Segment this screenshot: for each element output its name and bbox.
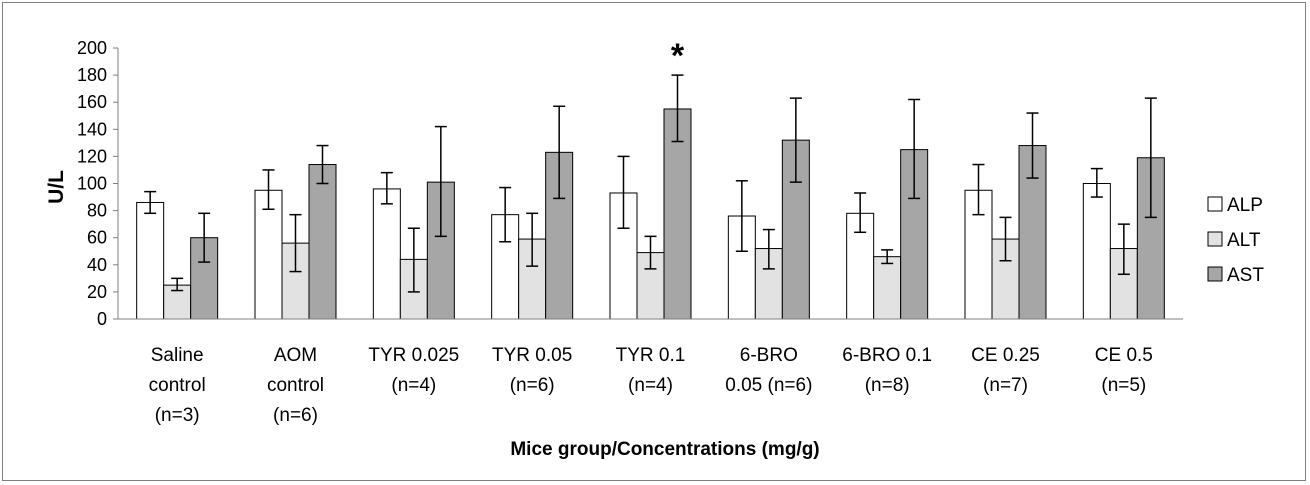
y-tick-label: 80	[87, 201, 107, 221]
error-bar-alt	[526, 212, 539, 267]
legend-swatch	[1207, 231, 1223, 247]
legend-entry-alt: ALT	[1207, 230, 1261, 251]
x-tick-label: 6-BRO 0.05 (n=6)	[725, 345, 812, 396]
y-tick-label: 140	[77, 119, 107, 139]
x-axis: Saline control (n=3) AOM control (n=6) TYR 0.0…	[118, 318, 1183, 426]
x-tick-label: TYR 0.05 (n=6)	[492, 345, 572, 396]
bars: *	[136, 37, 1165, 320]
error-bar-ast	[671, 74, 684, 143]
x-tick-label: 6-BRO 0.1 (n=8)	[842, 345, 932, 396]
error-bar-ast	[1026, 112, 1039, 179]
bar-alp	[372, 188, 401, 320]
error-bar-alt	[171, 277, 184, 292]
y-axis: 0 20 40 60 80 100 120 140 160 180 200	[77, 38, 119, 329]
error-bar-ast	[553, 105, 566, 200]
error-bar-alt	[644, 235, 657, 270]
legend: ALP ALT AST	[1207, 195, 1264, 286]
error-bar-ast	[198, 212, 211, 263]
error-bar-alp	[972, 163, 985, 216]
legend-swatch	[1207, 266, 1223, 282]
error-bar-ast	[908, 98, 921, 200]
error-bar-alt	[762, 228, 775, 270]
error-bar-alp	[144, 190, 157, 215]
y-tick-label: 180	[77, 65, 107, 85]
y-tick-label: 200	[77, 38, 107, 58]
x-axis-label: Mice group/Concentrations (mg/g)	[510, 439, 819, 460]
bar-ast	[308, 164, 337, 320]
error-bar-alp	[735, 180, 748, 252]
error-bar-alp	[499, 186, 512, 243]
y-tick-label: 160	[77, 92, 107, 112]
x-tick-label: TYR 0.025 (n=4)	[368, 345, 459, 396]
x-tick-label: CE 0.5 (n=5)	[1095, 345, 1153, 396]
legend-label: ALT	[1227, 230, 1261, 251]
y-tick-label: 0	[97, 309, 107, 329]
bar-alt	[873, 256, 902, 320]
bar-alp	[136, 201, 165, 320]
bar-alp	[1082, 183, 1111, 320]
x-tick-label: AOM control (n=6)	[267, 345, 324, 426]
error-bar-ast	[434, 125, 447, 238]
x-tick-label: CE 0.25 (n=7)	[971, 345, 1040, 396]
error-bar-alp	[1090, 167, 1103, 198]
error-bar-alt	[881, 249, 894, 265]
bar-chart: 0 20 40 60 80 100 120 140 160 180 200 * Saline cont…	[45, 37, 1264, 460]
error-bar-alt	[289, 213, 302, 273]
legend-entry-ast: AST	[1207, 265, 1264, 286]
y-tick-label: 60	[87, 228, 107, 248]
legend-label: ALP	[1227, 195, 1263, 216]
bar-ast	[663, 108, 692, 320]
legend-entry-alp: ALP	[1207, 195, 1263, 216]
significance-annotation: *	[671, 37, 685, 75]
y-tick-label: 40	[87, 255, 107, 275]
error-bar-alt	[407, 227, 420, 293]
y-axis-label: U/L	[45, 170, 68, 204]
error-bar-alp	[617, 155, 630, 229]
legend-swatch	[1207, 196, 1223, 212]
y-tick-label: 100	[77, 174, 107, 194]
error-bar-alp	[262, 169, 275, 210]
error-bar-alp	[380, 171, 393, 205]
y-tick-label: 20	[87, 282, 107, 302]
legend-label: AST	[1227, 265, 1264, 286]
error-bar-alt	[1117, 223, 1130, 276]
error-bars	[144, 74, 1157, 293]
error-bar-ast	[1144, 97, 1157, 219]
y-tick-label: 120	[77, 146, 107, 166]
error-bar-ast	[789, 97, 802, 183]
error-bar-alt	[999, 216, 1012, 262]
error-bar-alp	[854, 192, 867, 234]
x-tick-label: Saline control (n=3)	[149, 345, 206, 426]
error-bar-ast	[316, 144, 329, 185]
x-tick-label: TYR 0.1 (n=4)	[616, 345, 686, 396]
